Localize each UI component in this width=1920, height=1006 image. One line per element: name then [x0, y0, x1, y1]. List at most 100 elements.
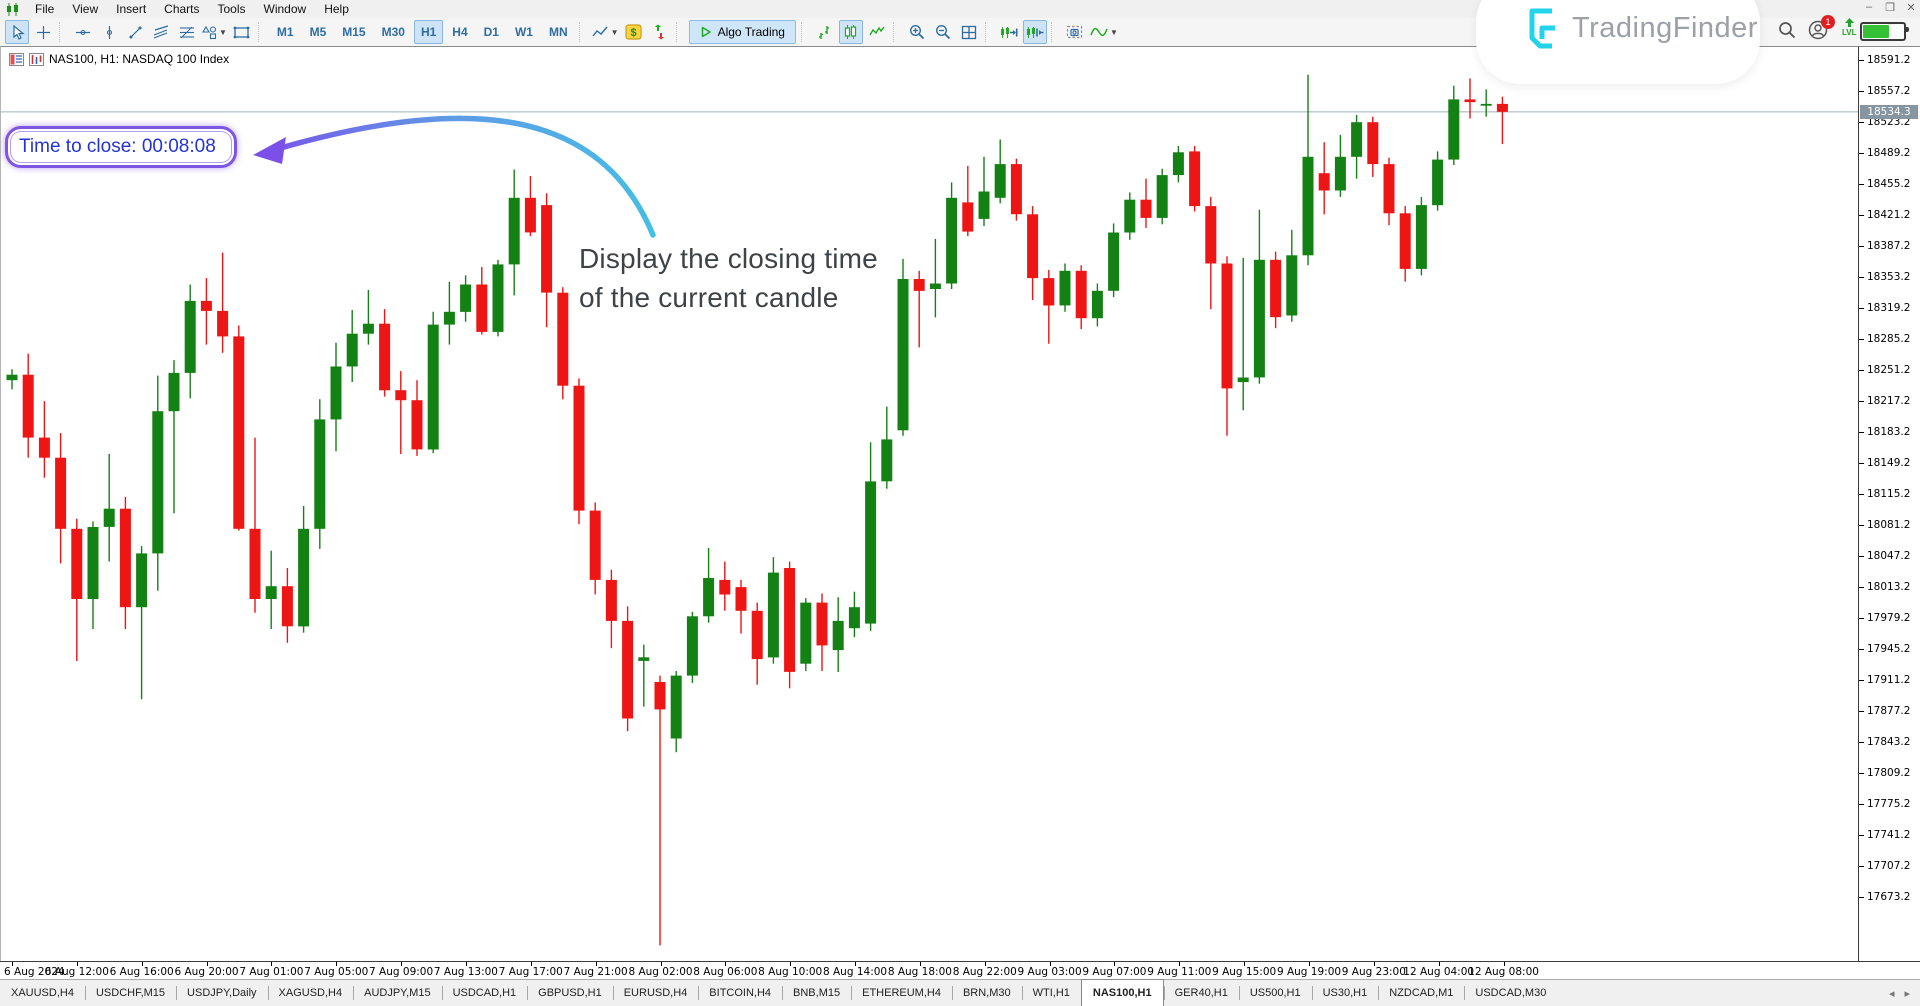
price-tick-label: 18149.2 [1867, 457, 1911, 469]
symbol-tab-brn[interactable]: BRN,M30 [951, 980, 1022, 1006]
menu-item-view[interactable]: View [72, 2, 99, 16]
menu-item-insert[interactable]: Insert [116, 2, 147, 16]
screenshot-button[interactable] [1063, 20, 1087, 44]
tile-windows-button[interactable] [957, 20, 981, 44]
price-tick-label: 18115.2 [1867, 488, 1911, 500]
candle-78 [1270, 259, 1282, 318]
timeframe-button-w1[interactable]: W1 [514, 25, 533, 39]
restore-window-button[interactable]: ❐ [1885, 2, 1895, 14]
shapes-tool-button[interactable]: ▼ [201, 20, 228, 44]
symbol-tab-ger40[interactable]: GER40,H1 [1163, 980, 1239, 1006]
symbol-tab-xagusd[interactable]: XAGUSD,H4 [267, 980, 354, 1006]
menu-item-window[interactable]: Window [263, 2, 307, 16]
symbol-tab-nzdcad[interactable]: NZDCAD,M1 [1378, 980, 1464, 1006]
cursor-tool-button[interactable] [5, 20, 29, 44]
zoom-in-button[interactable] [905, 20, 929, 44]
time-tick-label: 8 Aug 06:00 [693, 966, 758, 978]
algo-trading-button[interactable]: Algo Trading [688, 20, 796, 44]
candle-79 [1286, 255, 1298, 316]
symbol-tab-bnb[interactable]: BNB,M15 [782, 980, 851, 1006]
symbol-tab-gbpusd[interactable]: GBPUSD,H1 [527, 980, 613, 1006]
timeframe-button-h4[interactable]: H4 [452, 25, 468, 39]
chart-area[interactable]: NAS100, H1: NASDAQ 100 Index Time to clo… [0, 46, 1858, 961]
auto-scroll-button[interactable] [997, 20, 1021, 44]
minimize-window-button[interactable]: – [1865, 1, 1873, 13]
time-tick [725, 962, 727, 966]
line-chart-mode-button[interactable] [865, 20, 889, 44]
vertical-line-tool-button[interactable] [97, 20, 121, 44]
menu-item-help[interactable]: Help [324, 2, 349, 16]
timeframe-button-h1[interactable]: H1 [413, 20, 444, 44]
symbol-tab-us30[interactable]: US30,H1 [1311, 980, 1379, 1006]
candle-74 [1205, 206, 1217, 264]
candle-68 [1108, 232, 1120, 291]
timeframe-button-m30[interactable]: M30 [381, 25, 405, 39]
candlestick-chart[interactable] [1, 47, 1858, 961]
candlestick-mode-button[interactable] [838, 20, 863, 44]
close-window-button[interactable]: ✕ [1906, 2, 1916, 14]
symbol-tab-usdchf[interactable]: USDCHF,M15 [84, 980, 176, 1006]
profile-icon[interactable]: 1 [1808, 15, 1835, 45]
timeframe-button-d1[interactable]: D1 [483, 25, 499, 39]
time-axis[interactable]: 6 Aug 2024 6 Aug 12:00 6 Aug 16:00 6 Aug 20… [0, 961, 1920, 979]
timeframe-button-mn[interactable]: MN [548, 25, 568, 39]
symbol-tab-bar: XAUUSD,H4 USDCHF,M15 USDJPY,Daily XAGUSD,H4… [0, 979, 1920, 1006]
timeframe-button-m15[interactable]: M15 [342, 25, 366, 39]
candle-38 [622, 620, 634, 719]
price-tick-label: 18081.2 [1867, 519, 1911, 531]
symbol-tab-usdcad[interactable]: USDCAD,H1 [441, 980, 528, 1006]
symbol-tab-usdjpy[interactable]: USDJPY,Daily [176, 980, 268, 1006]
menu-item-file[interactable]: File [35, 2, 55, 16]
price-tick [1859, 401, 1864, 402]
menu-item-tools[interactable]: Tools [217, 2, 246, 16]
candle-5 [87, 527, 99, 599]
search-icon[interactable] [1778, 21, 1796, 39]
menu-item-charts[interactable]: Charts [164, 2, 200, 16]
timeframe-button-m5[interactable]: M5 [309, 25, 327, 39]
rectangle-tool-button[interactable] [230, 20, 254, 44]
symbol-tab-eurusd[interactable]: EURUSD,H4 [612, 980, 699, 1006]
new-order-arrows-button[interactable] [648, 20, 672, 44]
time-tick-label: 9 Aug 15:00 [1212, 966, 1277, 978]
symbol-tab-xauusd[interactable]: XAUUSD,H4 [11, 987, 74, 999]
candle-11 [184, 300, 196, 373]
timeframe-button-m1[interactable]: M1 [276, 25, 294, 39]
candle-34 [557, 292, 569, 386]
chart-shift-button[interactable] [1022, 20, 1047, 44]
price-tick [1859, 463, 1864, 464]
time-tick [271, 962, 273, 966]
horizontal-line-tool-button[interactable] [71, 20, 95, 44]
symbol-tab-audjpy[interactable]: AUDJPY,M15 [353, 980, 441, 1006]
symbol-tab-ethereum[interactable]: ETHEREUM,H4 [851, 980, 952, 1006]
price-tick [1859, 525, 1864, 526]
chart-type-dropdown-button[interactable]: ▼ [591, 20, 620, 44]
symbol-tab-us500[interactable]: US500,H1 [1238, 980, 1312, 1006]
zoom-out-button[interactable] [931, 20, 955, 44]
symbol-tab-wti[interactable]: WTI,H1 [1021, 980, 1081, 1006]
candle-6 [103, 508, 115, 527]
quotes-dollar-button[interactable]: $ [622, 20, 646, 44]
candle-81 [1318, 173, 1330, 191]
bar-chart-mode-button[interactable] [813, 20, 837, 44]
candle-71 [1156, 175, 1168, 218]
symbol-tab-nas100[interactable]: NAS100,H1 [1080, 979, 1164, 1006]
indicators-button[interactable]: ▼ [1089, 20, 1119, 44]
time-tick-label: 9 Aug 11:00 [1147, 966, 1212, 978]
trendline-tool-button[interactable] [123, 20, 147, 44]
crosshair-tool-button[interactable] [31, 20, 55, 44]
tab-scroll-left-icon[interactable]: ◂ [1888, 987, 1895, 1000]
chevron-down-icon: ▼ [610, 27, 619, 37]
symbol-tab-bitcoin[interactable]: BITCOIN,H4 [698, 980, 782, 1006]
price-tick-label: 17877.2 [1867, 705, 1911, 717]
price-axis[interactable]: 18591.2 18557.2 18523.2 18489.2 18455.2 18421… [1858, 46, 1920, 961]
tab-scroll-right-icon[interactable]: ▸ [1904, 987, 1910, 1000]
candle-77 [1253, 259, 1265, 378]
symbol-tab-usdcad[interactable]: USDCAD,M30 [1464, 980, 1557, 1006]
candle-87 [1415, 205, 1427, 269]
fibonacci-tool-button[interactable] [175, 20, 199, 44]
price-tick [1859, 680, 1864, 681]
time-tick-label: 6 Aug 20:00 [174, 966, 239, 978]
chevron-down-icon: ▼ [1109, 27, 1118, 37]
equidistant-channel-tool-button[interactable] [149, 20, 173, 44]
